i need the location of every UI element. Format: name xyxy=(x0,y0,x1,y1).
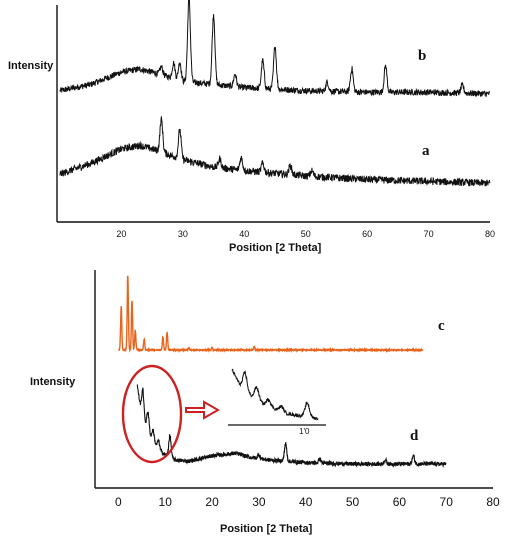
tick-label: 70 xyxy=(440,495,454,509)
tick-label: 60 xyxy=(393,495,407,509)
series-c-line xyxy=(118,275,424,354)
series-b-line xyxy=(59,0,490,97)
series-a-label: a xyxy=(422,143,430,159)
tick-label: 20 xyxy=(116,229,126,239)
highlight-ellipse xyxy=(121,364,183,464)
tick-label: 70 xyxy=(424,229,434,239)
inset-tick-label: 1'0 xyxy=(299,427,310,436)
inset-curve xyxy=(231,368,319,421)
tick-label: 10 xyxy=(159,495,173,509)
tick-label: 30 xyxy=(178,229,188,239)
bottom-y-label: Intensity xyxy=(30,376,76,388)
top-y-label: Intensity xyxy=(8,60,54,72)
top-chart: Intensity Position [2 Theta] 20 30 40 50 60 7… xyxy=(8,0,495,254)
tick-label: 20 xyxy=(205,495,219,509)
highlight-arrow xyxy=(185,400,221,420)
series-d-label: d xyxy=(410,428,419,444)
tick-label: 80 xyxy=(485,229,495,239)
tick-label: 40 xyxy=(299,495,313,509)
tick-label: 30 xyxy=(252,495,266,509)
series-d-line xyxy=(136,384,447,468)
tick-label: 50 xyxy=(301,229,311,239)
series-a-line xyxy=(59,116,491,187)
tick-label: 0 xyxy=(115,495,122,509)
tick-label: 40 xyxy=(239,229,249,239)
series-c-label: c xyxy=(438,318,445,334)
bottom-x-label: Position [2 Theta] xyxy=(220,523,313,535)
tick-label: 50 xyxy=(346,495,360,509)
tick-label: 80 xyxy=(486,495,500,509)
bottom-chart: Intensity Position [2 Theta] 0 10 20 30 40 50… xyxy=(30,270,500,535)
tick-label: 60 xyxy=(362,229,372,239)
bottom-tick-labels: 0 10 20 30 40 50 60 70 80 xyxy=(115,495,500,509)
top-tick-labels: 20 30 40 50 60 70 80 xyxy=(116,229,495,239)
series-b-label: b xyxy=(418,48,426,64)
top-x-label: Position [2 Theta] xyxy=(229,242,322,254)
inset-zoom: 1'0 xyxy=(228,368,326,436)
